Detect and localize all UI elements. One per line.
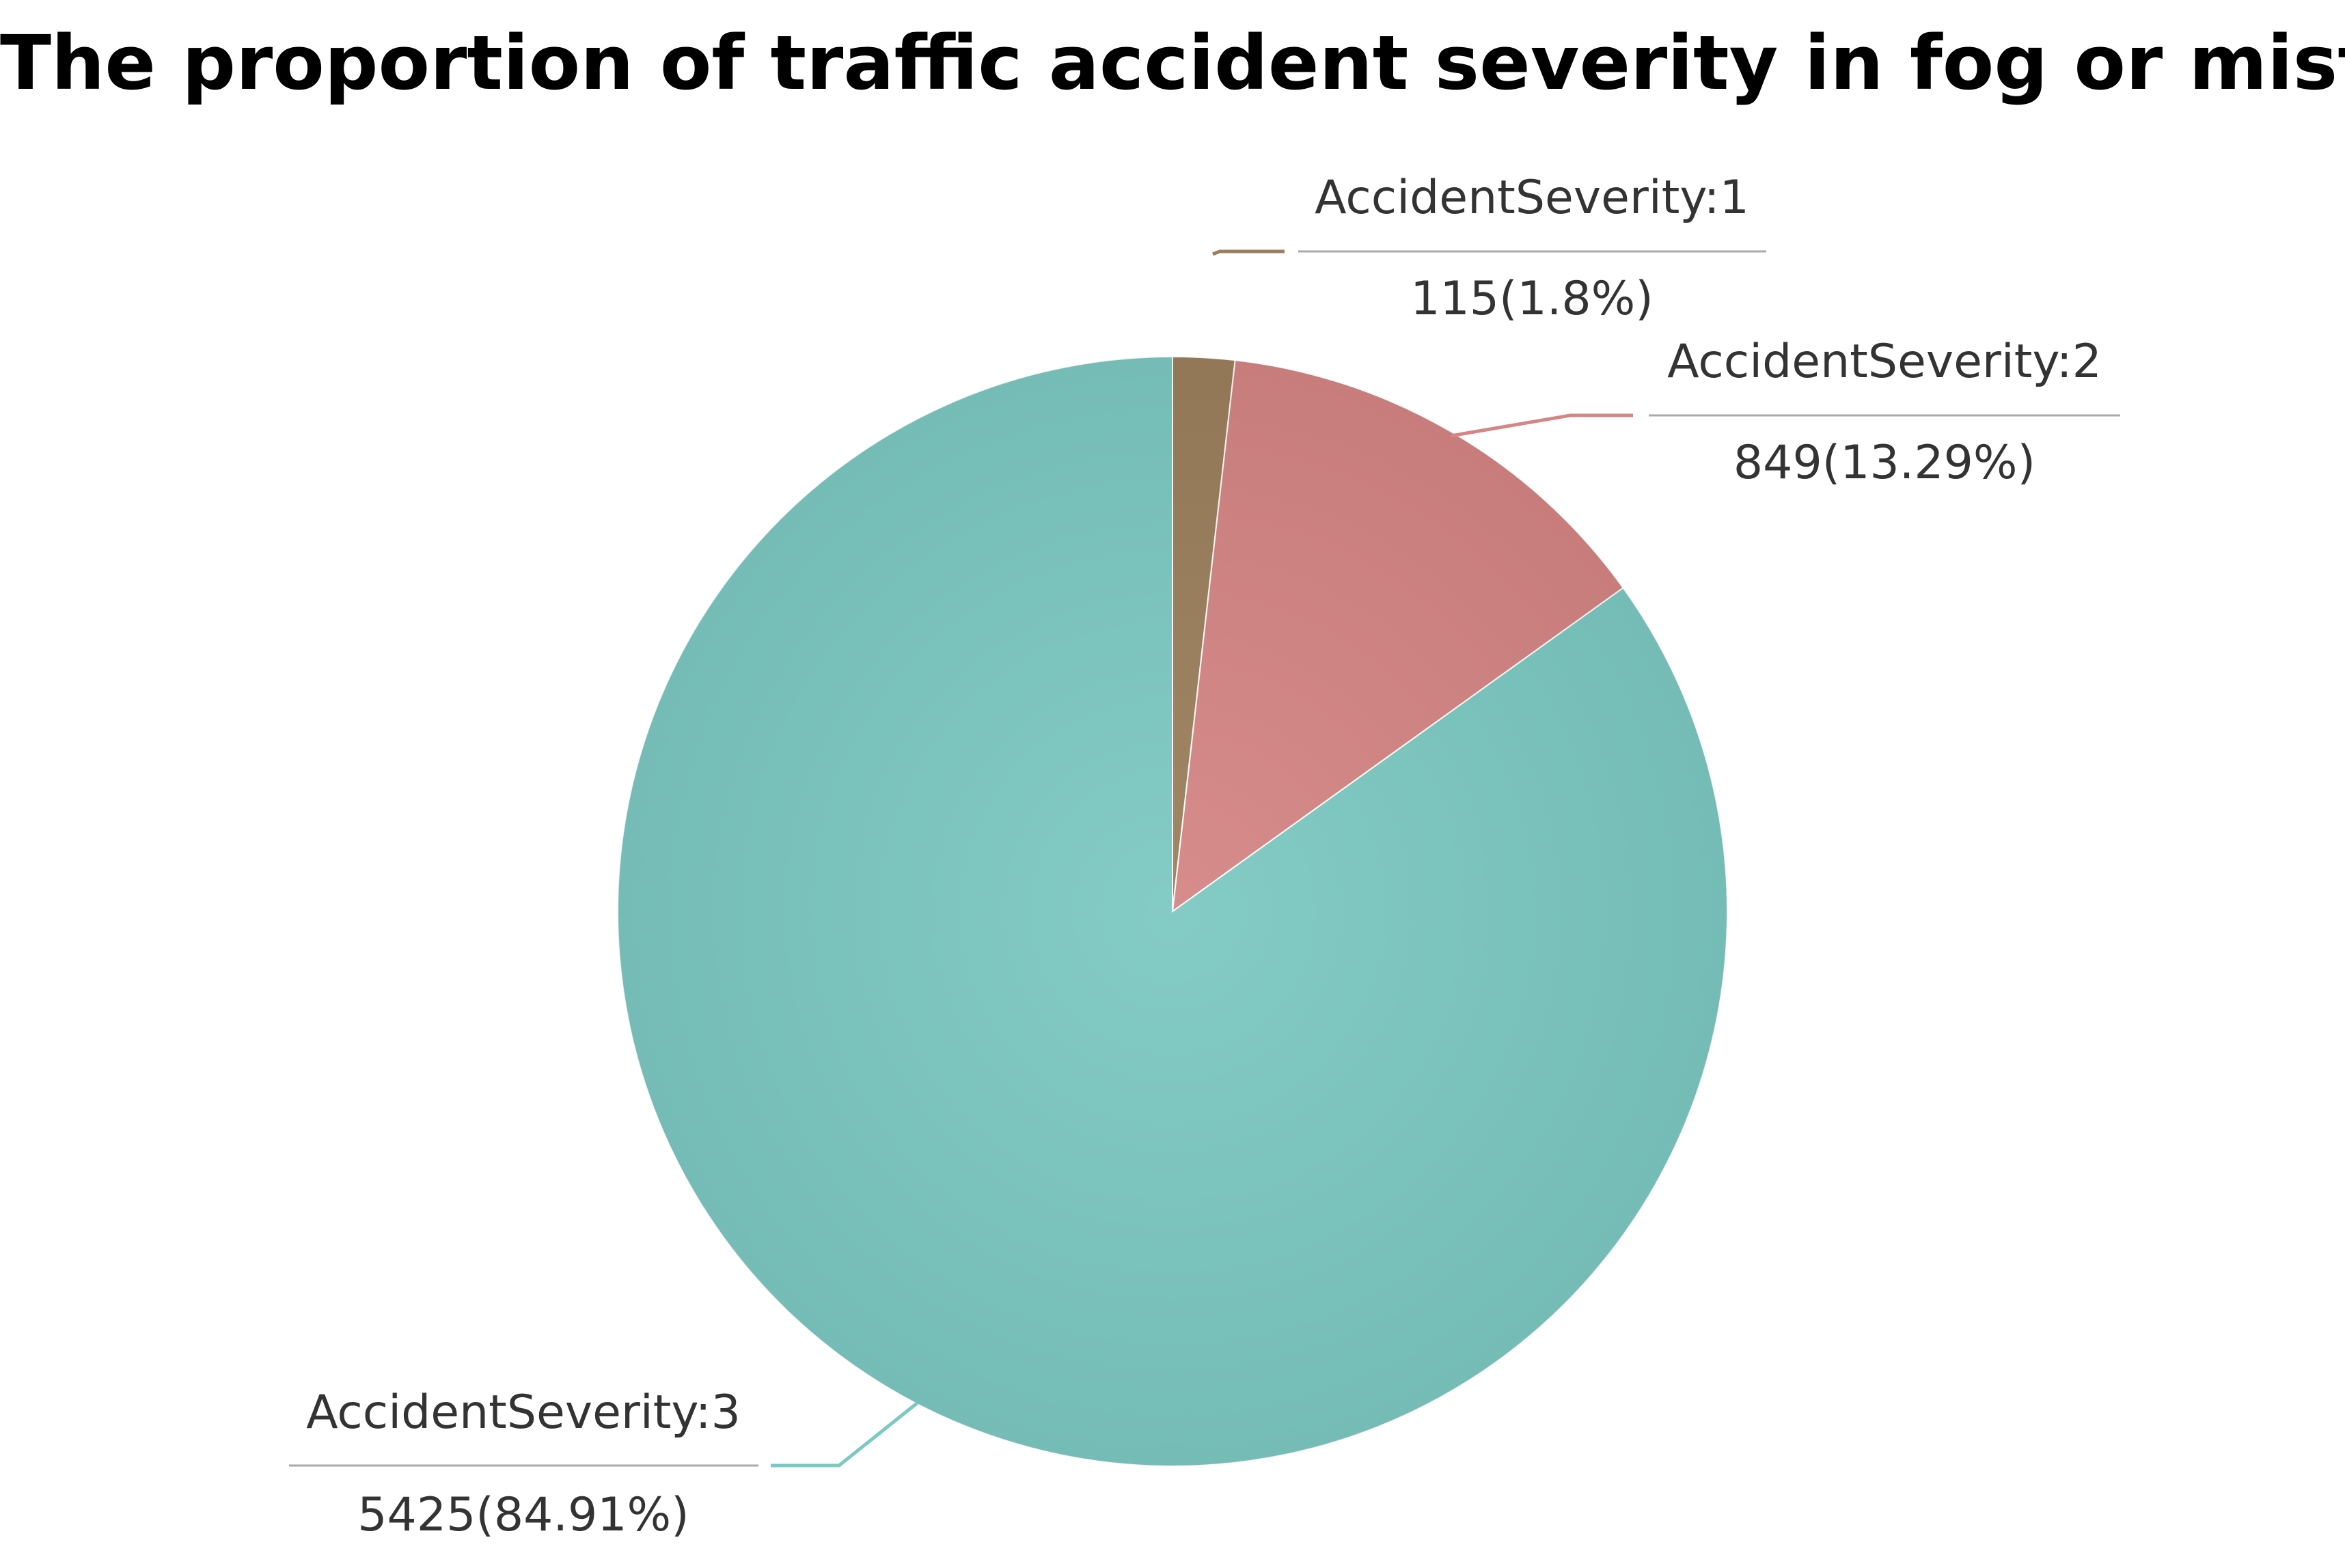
label-leader-line-1 [1212, 249, 1285, 256]
slice-labels: AccidentSeverity:1115(1.8%)AccidentSever… [289, 171, 2120, 1542]
pie-slices [617, 355, 1728, 1467]
slice-value-label-3: 5425(84.91%) [357, 1488, 689, 1542]
slice-value-label-2: 849(13.29%) [1733, 436, 2035, 490]
label-leader-line-2 [1450, 413, 1633, 438]
slice-value-label-1: 115(1.8%) [1410, 272, 1654, 326]
label-leader-line-3 [771, 1401, 919, 1468]
slice-name-label-3: AccidentSeverity:3 [306, 1386, 741, 1440]
slice-name-label-1: AccidentSeverity:1 [1315, 171, 1749, 225]
slice-name-label-2: AccidentSeverity:2 [1667, 335, 2102, 389]
chart-title: The proportion of traffic accident sever… [0, 19, 2345, 107]
